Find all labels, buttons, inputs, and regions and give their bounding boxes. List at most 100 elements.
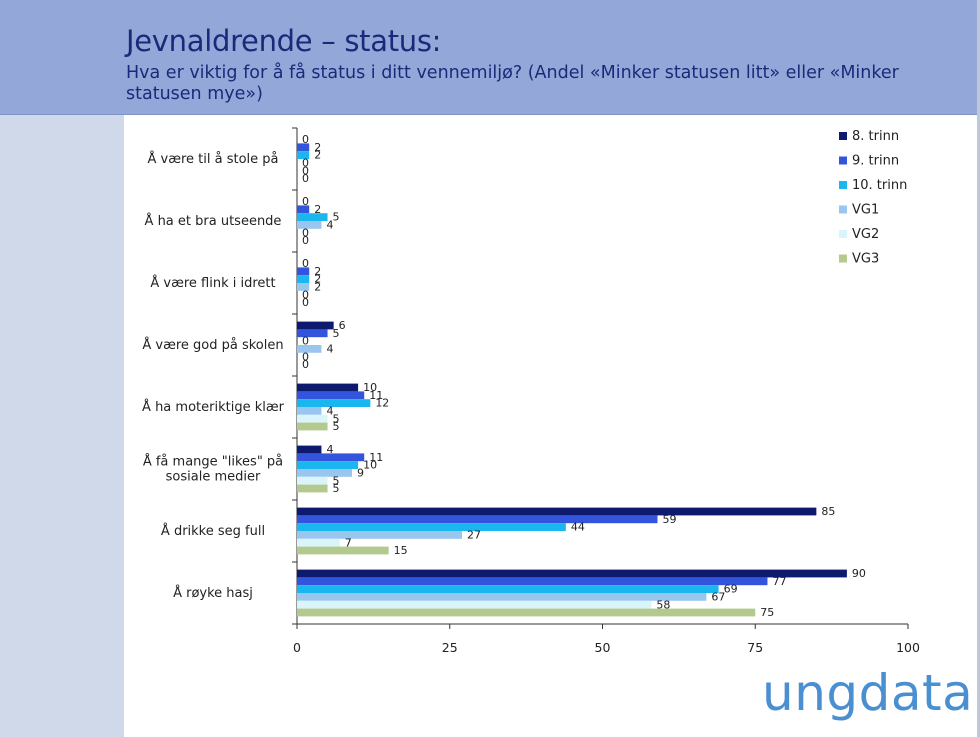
data-label: 0 bbox=[302, 350, 309, 363]
data-label: 0 bbox=[302, 157, 309, 170]
data-label: 90 bbox=[852, 567, 866, 580]
data-label: 4 bbox=[326, 405, 333, 418]
bar bbox=[297, 546, 389, 555]
chart-category-labels: Å være til å stole på Å ha et bra utseend… bbox=[142, 151, 285, 601]
data-label: 0 bbox=[302, 358, 309, 371]
x-tick-label: 25 bbox=[442, 640, 458, 655]
data-label: 2 bbox=[314, 203, 321, 216]
bar bbox=[297, 267, 310, 276]
category-label: Å røyke hasj bbox=[173, 585, 253, 601]
legend-swatch bbox=[839, 132, 847, 140]
data-label: 0 bbox=[302, 226, 309, 239]
legend-swatch bbox=[839, 205, 847, 214]
data-label: 27 bbox=[467, 529, 481, 542]
bar bbox=[297, 283, 310, 291]
data-label: 2 bbox=[314, 149, 321, 162]
bar bbox=[297, 523, 566, 531]
legend-label: 9. trinn bbox=[852, 154, 899, 169]
bar bbox=[297, 577, 768, 586]
bar bbox=[297, 205, 310, 214]
data-label: 6 bbox=[339, 319, 346, 332]
category-label: Å drikke seg full bbox=[161, 523, 265, 539]
bar bbox=[297, 531, 462, 539]
bar bbox=[297, 585, 719, 593]
bar bbox=[297, 345, 322, 353]
legend-label: 10. trinn bbox=[852, 178, 907, 193]
data-label: 0 bbox=[302, 296, 309, 309]
data-label: 0 bbox=[302, 133, 309, 146]
chart-bars bbox=[297, 143, 847, 617]
bar bbox=[297, 445, 322, 454]
data-label: 0 bbox=[302, 288, 309, 301]
data-label: 4 bbox=[326, 219, 333, 232]
data-label: 59 bbox=[662, 513, 676, 526]
bar bbox=[297, 329, 328, 338]
bar bbox=[297, 484, 328, 493]
data-label: 12 bbox=[375, 397, 389, 410]
bar bbox=[297, 593, 707, 601]
x-tick-label: 50 bbox=[595, 640, 611, 655]
data-label: 5 bbox=[333, 420, 340, 433]
data-label: 67 bbox=[711, 591, 725, 604]
data-label: 4 bbox=[326, 443, 333, 456]
data-label: 4 bbox=[326, 343, 333, 356]
legend-label: VG1 bbox=[852, 203, 879, 218]
data-label: 75 bbox=[760, 606, 774, 619]
page-subtitle: Hva er viktig for å få status i ditt ven… bbox=[126, 63, 899, 104]
bar bbox=[297, 507, 817, 516]
page-title: Jevnaldrende – status: bbox=[126, 24, 442, 58]
data-label: 0 bbox=[302, 257, 309, 270]
bar bbox=[297, 391, 365, 400]
bar bbox=[297, 221, 322, 229]
x-tick-label: 75 bbox=[747, 640, 763, 655]
data-label: 10 bbox=[363, 381, 377, 394]
x-tick-label: 0 bbox=[293, 640, 301, 655]
data-label: 0 bbox=[302, 195, 309, 208]
data-label: 11 bbox=[369, 451, 383, 464]
legend-label: 8. trinn bbox=[852, 129, 899, 144]
bar bbox=[297, 461, 359, 469]
data-label: 44 bbox=[571, 521, 585, 534]
data-label: 0 bbox=[302, 164, 309, 177]
header-band: Jevnaldrende – status: Hva er viktig for… bbox=[0, 0, 980, 115]
left-panel bbox=[0, 115, 124, 737]
ungdata-logo: ungdata bbox=[762, 664, 974, 722]
legend-swatch bbox=[839, 156, 847, 165]
data-label: 7 bbox=[345, 536, 352, 549]
bar bbox=[297, 538, 340, 547]
data-label: 11 bbox=[369, 389, 383, 402]
legend-swatch bbox=[839, 181, 847, 189]
bar bbox=[297, 399, 371, 407]
bar bbox=[297, 407, 322, 415]
bar bbox=[297, 569, 847, 578]
category-label: Å være flink i idrett bbox=[150, 275, 275, 291]
category-label: Å ha et bra utseende bbox=[145, 213, 282, 229]
bar bbox=[297, 275, 310, 283]
data-label: 77 bbox=[772, 575, 786, 588]
data-label: 5 bbox=[333, 474, 340, 487]
data-label: 2 bbox=[314, 265, 321, 278]
legend-label: VG2 bbox=[852, 227, 879, 242]
data-label: 5 bbox=[333, 482, 340, 495]
x-tick-label: 100 bbox=[896, 640, 920, 655]
data-label: 15 bbox=[394, 544, 408, 557]
bar bbox=[297, 608, 756, 617]
bar bbox=[297, 422, 328, 431]
category-label: sosiale medier bbox=[166, 470, 261, 485]
bar bbox=[297, 414, 328, 423]
bar bbox=[297, 600, 652, 609]
bar bbox=[297, 515, 658, 524]
data-label: 85 bbox=[821, 505, 835, 518]
data-label: 10 bbox=[363, 459, 377, 472]
frame-edge bbox=[977, 0, 980, 737]
data-label: 2 bbox=[314, 281, 321, 294]
bar bbox=[297, 151, 310, 159]
data-label: 0 bbox=[302, 335, 309, 348]
bar bbox=[297, 476, 328, 485]
data-label: 2 bbox=[314, 141, 321, 154]
legend-swatch bbox=[839, 230, 847, 238]
bar bbox=[297, 321, 334, 330]
chart-data-labels: 0220000254000222006504001011124554111095… bbox=[302, 133, 866, 619]
bar bbox=[297, 383, 359, 392]
